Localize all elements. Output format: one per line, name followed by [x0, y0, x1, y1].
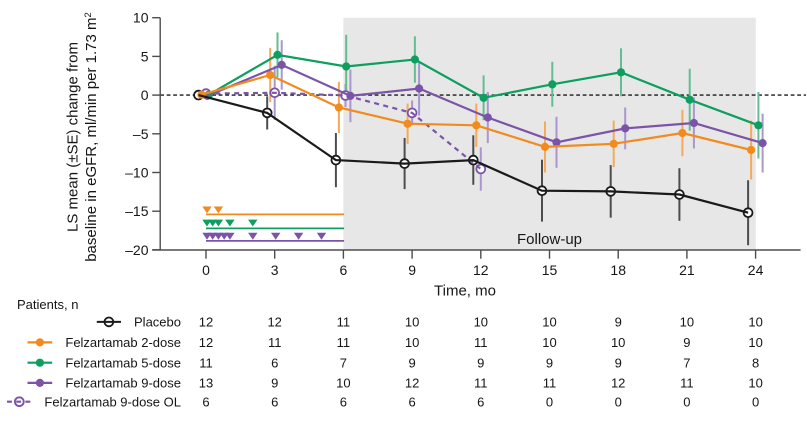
svg-text:9: 9	[408, 355, 415, 370]
svg-text:0: 0	[683, 394, 690, 409]
svg-text:Follow-up: Follow-up	[517, 231, 582, 248]
svg-text:9: 9	[615, 355, 622, 370]
svg-text:8: 8	[752, 355, 759, 370]
svg-text:Felzartamab 9-dose: Felzartamab 9-dose	[65, 376, 181, 391]
svg-text:11: 11	[268, 335, 282, 350]
svg-text:Patients, n: Patients, n	[17, 297, 78, 312]
svg-text:10: 10	[474, 315, 488, 330]
svg-text:7: 7	[683, 355, 690, 370]
svg-text:Placebo: Placebo	[134, 315, 181, 330]
svg-text:0: 0	[752, 394, 759, 409]
svg-text:Felzartamab 5-dose: Felzartamab 5-dose	[65, 355, 181, 370]
svg-text:9: 9	[683, 335, 690, 350]
svg-text:12: 12	[199, 335, 213, 350]
svg-text:11: 11	[474, 335, 488, 350]
svg-text:–20: –20	[125, 242, 149, 258]
svg-text:0: 0	[202, 262, 210, 278]
svg-text:11: 11	[474, 376, 488, 391]
svg-text:10: 10	[405, 335, 419, 350]
svg-text:11: 11	[543, 376, 557, 391]
svg-text:6: 6	[477, 394, 484, 409]
svg-text:10: 10	[748, 335, 762, 350]
svg-text:15: 15	[542, 262, 558, 278]
svg-text:–10: –10	[125, 165, 149, 181]
svg-text:10: 10	[542, 315, 556, 330]
svg-text:6: 6	[340, 262, 348, 278]
svg-text:9: 9	[477, 355, 484, 370]
svg-text:12: 12	[611, 376, 625, 391]
svg-text:10: 10	[542, 335, 556, 350]
svg-text:LS mean (±SE) change from: LS mean (±SE) change from	[65, 42, 82, 232]
svg-text:9: 9	[271, 376, 278, 391]
svg-text:6: 6	[340, 394, 347, 409]
svg-text:10: 10	[748, 376, 762, 391]
svg-text:21: 21	[679, 262, 695, 278]
svg-text:11: 11	[337, 315, 351, 330]
svg-text:Time, mo: Time, mo	[434, 282, 496, 299]
svg-text:18: 18	[610, 262, 626, 278]
svg-text:7: 7	[340, 355, 347, 370]
svg-text:5: 5	[141, 48, 149, 64]
svg-text:6: 6	[271, 394, 278, 409]
svg-text:10: 10	[680, 315, 694, 330]
svg-text:9: 9	[408, 262, 416, 278]
svg-text:24: 24	[748, 262, 764, 278]
svg-text:10: 10	[405, 315, 419, 330]
svg-text:0: 0	[141, 87, 149, 103]
svg-text:–5: –5	[133, 126, 149, 142]
svg-text:6: 6	[202, 394, 209, 409]
svg-text:10: 10	[611, 335, 625, 350]
svg-text:11: 11	[199, 355, 213, 370]
svg-text:11: 11	[337, 335, 351, 350]
svg-text:11: 11	[680, 376, 694, 391]
svg-text:Felzartamab 9-dose OL: Felzartamab 9-dose OL	[44, 394, 181, 409]
svg-text:12: 12	[405, 376, 419, 391]
svg-text:3: 3	[271, 262, 279, 278]
svg-text:10: 10	[133, 10, 149, 26]
svg-text:6: 6	[408, 394, 415, 409]
svg-text:12: 12	[267, 315, 281, 330]
svg-text:6: 6	[271, 355, 278, 370]
svg-text:9: 9	[615, 315, 622, 330]
svg-text:0: 0	[615, 394, 622, 409]
svg-text:10: 10	[336, 376, 350, 391]
svg-text:12: 12	[473, 262, 489, 278]
svg-text:10: 10	[748, 315, 762, 330]
svg-text:12: 12	[199, 315, 213, 330]
svg-text:13: 13	[199, 376, 213, 391]
svg-text:baseline in eGFR, ml/min per 1: baseline in eGFR, ml/min per 1.73 m2	[83, 12, 100, 262]
svg-text:Felzartamab 2-dose: Felzartamab 2-dose	[65, 335, 181, 350]
svg-text:–15: –15	[125, 203, 149, 219]
svg-text:9: 9	[546, 355, 553, 370]
svg-text:0: 0	[546, 394, 553, 409]
